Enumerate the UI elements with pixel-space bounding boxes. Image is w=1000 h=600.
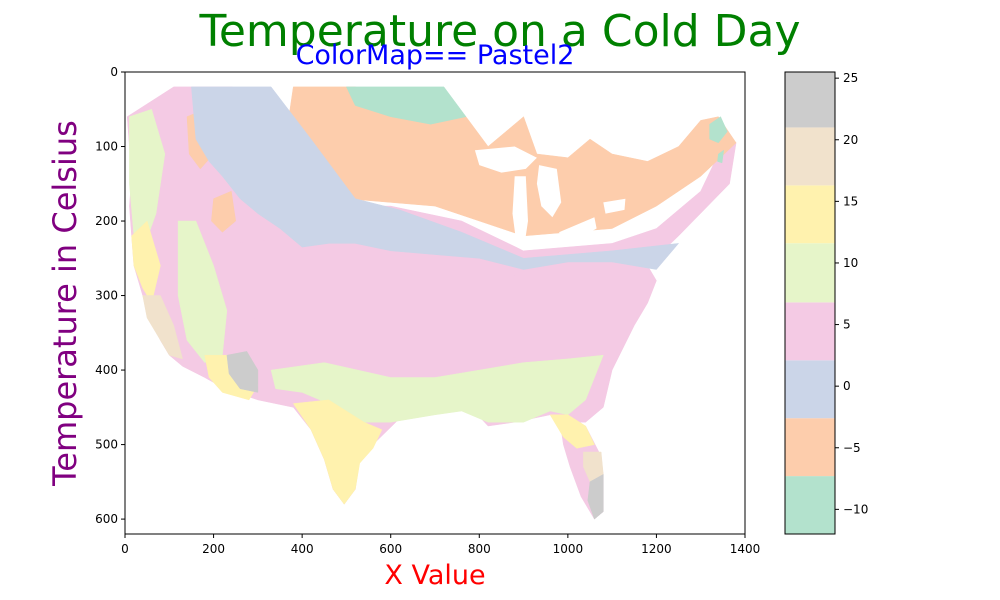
y-axis: 0 100 200 300 400 500 600 xyxy=(95,65,125,526)
heatmap-region xyxy=(211,190,236,233)
y-axis-label: Temperature in Celsius xyxy=(46,120,84,487)
colorbar-tick-label: 0 xyxy=(843,379,851,393)
heatmap-region xyxy=(549,414,595,449)
colorbar-band xyxy=(785,360,835,419)
colorbar-tick-label: −10 xyxy=(843,502,868,516)
y-tick-label: 600 xyxy=(95,512,118,526)
x-tick-label: 800 xyxy=(468,542,491,556)
x-tick-label: 1200 xyxy=(641,542,672,556)
colorbar-band xyxy=(785,72,835,128)
y-tick-label: 400 xyxy=(95,363,118,377)
lake-shape xyxy=(603,198,626,214)
lake-shape xyxy=(536,165,562,218)
x-tick-label: 1000 xyxy=(553,542,584,556)
plot-frame xyxy=(124,71,746,535)
heatmap-plot-area xyxy=(126,86,737,520)
heatmap-region xyxy=(709,116,728,144)
colorbar-tick-label: 25 xyxy=(843,71,858,85)
heatmap-region xyxy=(587,473,604,520)
x-tick-label: 1400 xyxy=(730,542,761,556)
colorbar-tick-label: −5 xyxy=(843,441,861,455)
x-tick-label: 200 xyxy=(202,542,225,556)
y-tick-label: 0 xyxy=(110,65,118,79)
heatmap-region xyxy=(292,399,383,505)
colorbar-tick-label: 10 xyxy=(843,256,858,270)
lake-shape xyxy=(474,146,537,173)
colorbar: −10 −5 0 5 10 15 20 25 xyxy=(784,71,868,535)
x-axis: 0 200 400 600 800 1000 1200 1400 xyxy=(121,534,760,556)
chart-subtitle: ColorMap== Pastel2 xyxy=(296,40,575,71)
heatmap-region xyxy=(142,295,183,360)
heatmap-region xyxy=(717,149,725,164)
y-tick-label: 100 xyxy=(95,140,118,154)
colorbar-tick-label: 20 xyxy=(843,133,858,147)
x-tick-label: 400 xyxy=(291,542,314,556)
x-tick-label: 0 xyxy=(121,542,129,556)
x-tick-label: 600 xyxy=(379,542,402,556)
heatmap-region xyxy=(231,239,635,371)
heatmap-region xyxy=(226,351,259,393)
chart-title: Temperature on a Cold Day xyxy=(198,6,800,57)
colorbar-band xyxy=(785,302,835,361)
colorbar-band xyxy=(785,127,835,186)
colorbar-band xyxy=(785,185,835,244)
lake-shape xyxy=(512,176,528,251)
colorbar-frame xyxy=(784,71,836,535)
colorbar-tick-label: 15 xyxy=(843,194,858,208)
colorbar-band xyxy=(785,243,835,303)
heatmap-region xyxy=(191,86,680,270)
y-tick-label: 300 xyxy=(95,289,118,303)
colorbar-tick-label: 5 xyxy=(843,318,851,332)
heatmap-region xyxy=(346,86,467,125)
lake-shape xyxy=(559,217,597,245)
x-axis-label: X Value xyxy=(384,560,485,591)
y-tick-label: 200 xyxy=(95,214,118,228)
y-tick-label: 500 xyxy=(95,438,118,452)
colorbar-band xyxy=(785,418,835,477)
colorbar-band xyxy=(785,476,835,534)
